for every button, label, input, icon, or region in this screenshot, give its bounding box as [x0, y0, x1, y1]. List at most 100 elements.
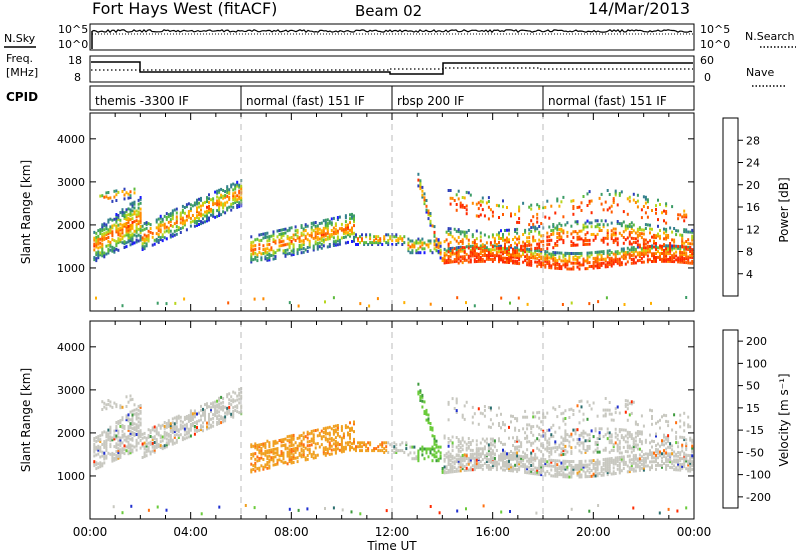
cpid-segment-label: normal (fast) 151 IF	[548, 94, 667, 108]
scatter-cell	[353, 430, 355, 434]
scatter-cell	[528, 249, 531, 253]
scatter-cell	[653, 235, 655, 239]
scatter-cell	[614, 462, 617, 466]
scatter-cell	[252, 444, 255, 448]
scatter-cell	[123, 432, 126, 436]
scatter-cell	[596, 450, 599, 454]
scatter-cell	[475, 451, 478, 454]
scatter-cell	[304, 236, 307, 240]
scatter-cell	[159, 436, 162, 440]
scatter-cell	[491, 248, 494, 252]
scatter-cell	[467, 456, 470, 460]
scatter-cell	[210, 423, 212, 427]
scatter-cell	[622, 461, 625, 465]
scatter-cell	[250, 254, 253, 258]
scatter-cell	[548, 437, 551, 441]
scatter-cell	[606, 437, 609, 441]
scatter-cell	[117, 190, 120, 194]
scatter-cell	[286, 446, 289, 450]
scatter-cell	[493, 244, 496, 248]
scatter-cell	[640, 414, 643, 418]
scatter-cell	[97, 439, 100, 442]
scatter-cell	[449, 439, 452, 443]
scatter-cell	[284, 252, 287, 256]
scatter-cell	[663, 231, 665, 235]
scatter-cell	[125, 437, 128, 441]
scatter-cell	[616, 220, 619, 223]
scatter-cell	[97, 229, 100, 233]
scatter-cell	[216, 409, 219, 413]
scatter-cell	[193, 409, 196, 413]
scatter-cell	[594, 474, 597, 478]
scatter-cell	[165, 424, 168, 427]
scatter-cell	[441, 469, 444, 472]
scatter-cell	[206, 402, 208, 406]
scatter-cell	[163, 214, 166, 218]
scatter-cell	[151, 235, 154, 239]
scatter-cell	[506, 206, 508, 209]
scatter-cell	[320, 231, 323, 235]
scatter-cell	[226, 194, 229, 198]
scatter-cell	[592, 260, 595, 264]
scatter-cell	[226, 187, 229, 191]
scatter-cell	[479, 239, 482, 243]
scatter-cell	[524, 250, 527, 254]
scatter-cell	[663, 259, 665, 263]
scatter-cell	[389, 237, 392, 241]
scatter-cell	[334, 449, 337, 453]
scatter-cell	[129, 398, 132, 402]
scatter-cell	[475, 456, 478, 460]
scatter-cell	[357, 441, 359, 445]
scatter-cell	[640, 466, 643, 470]
scatter-cell	[240, 196, 243, 200]
scatter-cell	[576, 257, 579, 261]
scatter-cell	[407, 249, 410, 253]
scatter-cell	[270, 254, 273, 257]
scatter-cell	[556, 259, 559, 263]
scatter-cell	[610, 418, 613, 422]
scatter-cell	[127, 234, 130, 238]
scatter-cell	[344, 216, 347, 220]
scatter-cell	[439, 241, 442, 245]
scatter-cell	[481, 196, 484, 200]
scatter-cell	[532, 462, 535, 466]
scatter-cell	[550, 448, 553, 452]
scatter-cell	[355, 447, 357, 451]
scatter-cell	[318, 231, 321, 235]
scatter-cell	[340, 428, 343, 432]
scatter-cell	[683, 257, 686, 261]
scatter-cell	[359, 302, 362, 306]
scatter-cell	[655, 259, 657, 263]
scatter-cell	[266, 251, 269, 255]
scatter-cell	[119, 454, 122, 457]
scatter-cell	[312, 456, 315, 460]
scatter-cell	[614, 260, 617, 264]
scatter-cell	[101, 248, 104, 252]
scatter-cell	[477, 201, 480, 205]
scatter-cell	[344, 445, 347, 449]
scatter-cell	[105, 233, 108, 237]
scatter-cell	[463, 255, 466, 259]
scatter-cell	[596, 464, 599, 468]
scatter-cell	[115, 450, 118, 453]
scatter-cell	[149, 429, 152, 433]
scatter-cell	[208, 414, 210, 418]
scatter-cell	[101, 223, 104, 227]
scatter-cell	[578, 267, 581, 271]
scatter-cell	[485, 457, 488, 460]
scatter-cell	[131, 397, 134, 401]
scatter-cell	[175, 217, 178, 221]
scatter-cell	[498, 237, 500, 241]
scatter-cell	[127, 417, 130, 421]
scatter-cell	[596, 223, 599, 227]
scatter-cell	[395, 239, 398, 243]
scatter-cell	[618, 463, 621, 467]
scatter-cell	[302, 243, 305, 246]
scatter-cell	[423, 192, 426, 196]
scatter-cell	[477, 247, 480, 250]
scatter-cell	[145, 444, 148, 448]
scatter-cell	[226, 206, 229, 210]
scatter-cell	[105, 439, 108, 443]
scatter-cell	[459, 461, 462, 465]
scatter-cell	[224, 411, 227, 415]
